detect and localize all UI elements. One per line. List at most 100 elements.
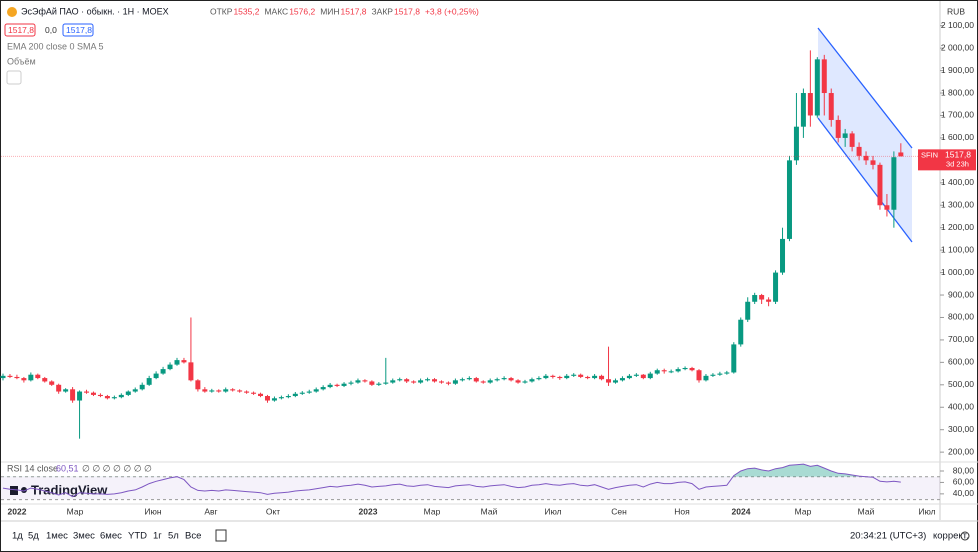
candle-body	[258, 393, 264, 397]
x-tick-label: Май	[481, 506, 498, 516]
y-tick-label: 1 100,00	[941, 244, 974, 254]
badge: 0,0	[45, 25, 57, 35]
candle-body	[125, 391, 131, 395]
candle-body	[84, 391, 90, 393]
candle-body	[647, 373, 653, 379]
candle-body	[56, 384, 62, 392]
y-tick-label: 900,00	[948, 289, 974, 299]
range-button[interactable]: 1г	[153, 531, 162, 542]
rsi-title: RSI 14 close	[7, 463, 58, 473]
indicator-volume: Объём	[7, 56, 36, 66]
candle-body	[63, 389, 69, 392]
candle-body	[786, 160, 792, 239]
stat: +3,8 (+0,25%)	[425, 6, 479, 16]
candle-body	[668, 371, 674, 373]
candle-body	[70, 389, 76, 401]
candle-body	[898, 152, 904, 157]
badge-box	[4, 23, 36, 37]
candle-body	[515, 380, 521, 383]
range-button[interactable]: 3мес	[73, 531, 95, 542]
settings-button[interactable]	[960, 531, 970, 541]
candle-body	[793, 126, 799, 161]
range-button[interactable]: 5д	[28, 531, 39, 542]
rsi-value: 60,51	[56, 463, 79, 473]
candle-body	[181, 360, 187, 363]
candle-body	[355, 380, 361, 383]
countdown: 3d 23h	[946, 159, 969, 168]
candle-body	[369, 381, 375, 385]
candle-body	[466, 378, 472, 380]
candle-body	[849, 133, 855, 147]
candle-body	[111, 397, 117, 399]
candle-body	[807, 93, 813, 116]
date-range-icon[interactable]	[215, 529, 227, 542]
candle-body	[244, 391, 250, 393]
candle-body	[745, 301, 751, 320]
parallel-channel	[818, 28, 912, 242]
candle-body	[230, 389, 236, 391]
candle-body	[884, 205, 890, 210]
candle-body	[432, 379, 438, 382]
candle-body	[237, 390, 243, 392]
candle-body	[132, 389, 138, 392]
adjust-button[interactable]: коррект.	[933, 531, 969, 542]
candle-body	[42, 378, 48, 382]
candle-body	[299, 392, 305, 394]
y-tick-label: 1 000,00	[941, 267, 974, 277]
candle-body	[877, 164, 883, 206]
x-tick-label: 2023	[359, 506, 378, 516]
collapse-button[interactable]	[6, 70, 22, 85]
candle-body	[404, 379, 410, 382]
candle-body	[139, 384, 145, 390]
range-button[interactable]: Все	[185, 531, 201, 542]
range-button[interactable]: 5л	[168, 531, 179, 542]
candle-body	[654, 370, 660, 374]
y-tick-label: 2 000,00	[941, 42, 974, 52]
candle-body	[870, 160, 876, 165]
range-button[interactable]: 1д	[12, 531, 23, 542]
y-tick-label: 300,00	[948, 424, 974, 434]
candle-body	[633, 374, 639, 376]
y-tick-label: 600,00	[948, 357, 974, 367]
candle-body	[842, 133, 848, 138]
candle-body	[619, 378, 625, 381]
y-tick-label: 700,00	[948, 334, 974, 344]
candle-body	[188, 362, 194, 381]
candle-body	[863, 155, 869, 161]
rsi-tick-label: 60,00	[953, 477, 975, 487]
candle-body	[425, 379, 431, 381]
y-tick-label: 400,00	[948, 402, 974, 412]
candle-body	[49, 381, 55, 385]
candle-body	[682, 367, 688, 370]
range-button[interactable]: 1мес	[46, 531, 68, 542]
candle-body	[334, 384, 340, 386]
logo-dot	[21, 487, 27, 493]
candle-body	[529, 379, 535, 382]
stat: ЗАКР	[372, 6, 394, 16]
candle-body	[557, 376, 563, 379]
x-tick-label: 2022	[8, 506, 27, 516]
candle-body	[480, 381, 486, 383]
x-tick-label: Июл	[918, 506, 935, 516]
candle-body	[418, 380, 424, 383]
candle-body	[376, 383, 382, 385]
y-tick-label: 1 300,00	[941, 199, 974, 209]
candle-body	[264, 396, 270, 401]
candle-body	[160, 369, 166, 374]
candle-body	[445, 382, 451, 384]
stat: МИН	[320, 6, 339, 16]
x-tick-label: Мар	[795, 506, 812, 516]
range-button[interactable]: YTD	[128, 531, 147, 542]
candle-body	[167, 364, 173, 370]
candle-body	[585, 376, 591, 379]
y-tick-label: 200,00	[948, 446, 974, 456]
candle-body	[661, 370, 667, 372]
candle-body	[278, 397, 284, 399]
stat: 1517,8	[394, 6, 420, 16]
x-tick-label: Май	[858, 506, 875, 516]
range-button[interactable]: 6мес	[100, 531, 122, 542]
candle-body	[35, 374, 41, 379]
candle-body	[536, 378, 542, 380]
candle-body	[689, 367, 695, 371]
x-tick-label: Ноя	[674, 506, 690, 516]
